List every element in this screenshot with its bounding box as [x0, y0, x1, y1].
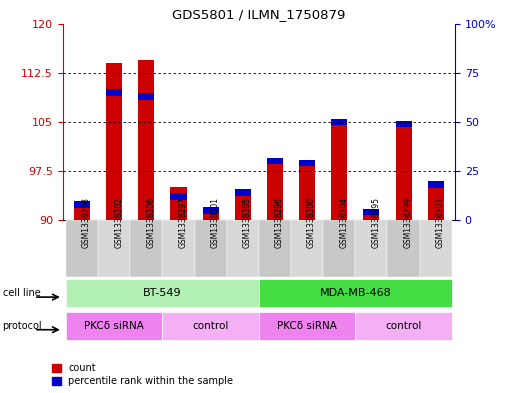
Bar — [267, 158, 283, 220]
Bar — [235, 191, 251, 220]
Bar — [291, 220, 323, 277]
Bar — [195, 220, 227, 277]
Text: GSM1338302: GSM1338302 — [114, 197, 123, 248]
Bar — [66, 279, 259, 307]
Bar — [428, 182, 444, 188]
Bar — [299, 160, 315, 166]
Bar — [202, 207, 219, 213]
Bar — [419, 220, 452, 277]
Bar — [259, 312, 355, 340]
Text: MDA-MB-468: MDA-MB-468 — [320, 288, 391, 298]
Bar — [235, 189, 251, 196]
Title: GDS5801 / ILMN_1750879: GDS5801 / ILMN_1750879 — [172, 8, 346, 21]
Text: GSM1338300: GSM1338300 — [307, 197, 316, 248]
Text: GSM1338303: GSM1338303 — [436, 197, 445, 248]
Text: PKCδ siRNA: PKCδ siRNA — [277, 321, 337, 331]
Text: GSM1338297: GSM1338297 — [178, 197, 188, 248]
Bar — [170, 193, 187, 200]
Text: GSM1338301: GSM1338301 — [211, 197, 220, 248]
Text: GSM1338298: GSM1338298 — [82, 198, 91, 248]
Bar — [259, 220, 291, 277]
Bar — [395, 121, 412, 127]
Bar — [331, 119, 347, 125]
Bar — [363, 213, 380, 220]
Text: GSM1338304: GSM1338304 — [339, 197, 348, 248]
Text: GSM1338296: GSM1338296 — [275, 197, 284, 248]
Text: control: control — [385, 321, 422, 331]
Bar — [74, 204, 90, 220]
Bar — [227, 220, 259, 277]
Bar — [138, 93, 154, 99]
Bar — [331, 119, 347, 220]
Text: GSM1338306: GSM1338306 — [146, 197, 155, 248]
Bar — [170, 187, 187, 220]
Bar — [138, 60, 154, 220]
Bar — [395, 122, 412, 220]
Text: control: control — [192, 321, 229, 331]
Bar — [388, 220, 419, 277]
Text: protocol: protocol — [3, 321, 42, 331]
Text: cell line: cell line — [3, 288, 40, 298]
Text: BT-549: BT-549 — [143, 288, 182, 298]
Bar — [259, 279, 452, 307]
Text: GSM1338305: GSM1338305 — [243, 197, 252, 248]
Bar — [106, 63, 122, 220]
Bar — [323, 220, 355, 277]
Bar — [363, 209, 380, 215]
Bar — [299, 161, 315, 220]
Bar — [267, 158, 283, 164]
Text: GSM1338295: GSM1338295 — [371, 197, 380, 248]
Legend: count, percentile rank within the sample: count, percentile rank within the sample — [52, 363, 233, 386]
Bar — [163, 312, 259, 340]
Bar — [428, 184, 444, 220]
Bar — [163, 220, 195, 277]
Text: GSM1338299: GSM1338299 — [404, 197, 413, 248]
Bar — [98, 220, 130, 277]
Bar — [66, 220, 98, 277]
Bar — [106, 89, 122, 95]
Bar — [130, 220, 163, 277]
Bar — [355, 312, 452, 340]
Bar — [74, 201, 90, 208]
Bar — [202, 210, 219, 220]
Bar — [355, 220, 388, 277]
Text: PKCδ siRNA: PKCδ siRNA — [84, 321, 144, 331]
Bar — [66, 312, 163, 340]
